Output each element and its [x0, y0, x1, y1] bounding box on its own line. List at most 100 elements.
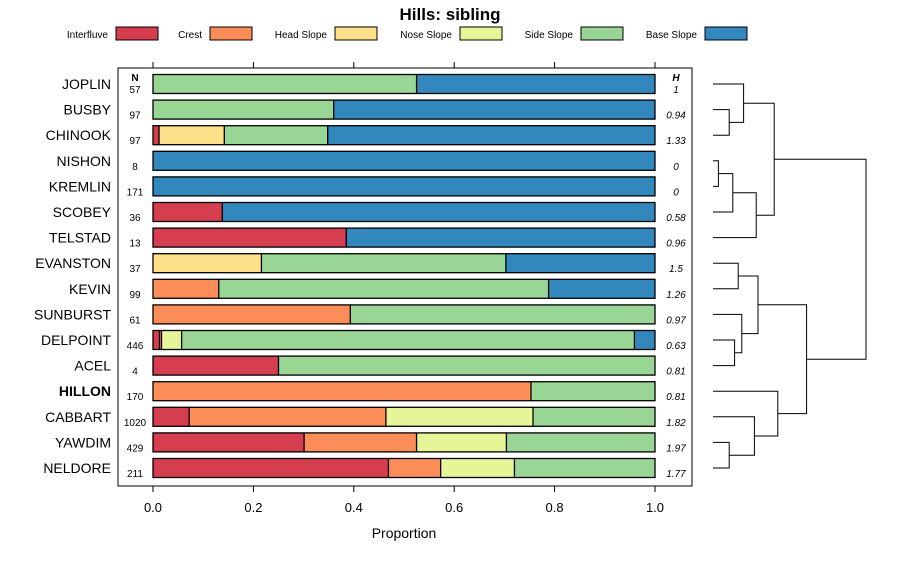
- dendrogram-link-5: [713, 192, 757, 239]
- bar-segment-busby-side-slope: [153, 100, 334, 120]
- bar-segment-kevin-side-slope: [218, 279, 549, 299]
- h-value-scobey: 0.58: [666, 213, 686, 224]
- h-value-chinook: 1.33: [666, 136, 686, 147]
- plot-frame: [117, 67, 693, 487]
- bar-segment-chinook-base-slope: [327, 125, 655, 145]
- bar-outline-hillon: [152, 381, 656, 402]
- bar-segment-neldore-side-slope: [514, 458, 655, 478]
- bar-outline-scobey: [152, 201, 656, 223]
- n-value-joplin: 57: [129, 85, 141, 96]
- legend-label-head-slope: Head Slope: [275, 30, 328, 41]
- bar-segment-evanston-base-slope: [505, 253, 655, 273]
- h-value-busby: 0.94: [666, 111, 686, 122]
- bar-outline-chinook: [152, 125, 656, 146]
- n-value-kevin: 99: [129, 290, 141, 301]
- bar-segment-neldore-interfluve: [153, 458, 389, 478]
- h-value-neldore: 1.77: [666, 469, 686, 480]
- bar-segment-acel-side-slope: [278, 356, 655, 376]
- legend-swatch-base-slope: [704, 26, 748, 41]
- bar-segment-delpoint-base-slope: [634, 330, 655, 350]
- bar-segment-acel-interfluve: [153, 356, 279, 376]
- bar-outline-acel: [152, 355, 656, 376]
- h-value-yawdim: 1.97: [666, 443, 686, 454]
- legend-swatch-nose-slope: [459, 26, 503, 41]
- bar-segment-neldore-nose-slope: [440, 458, 515, 478]
- legend-label-crest: Crest: [178, 30, 202, 41]
- bar-segment-yawdim-interfluve: [153, 432, 305, 452]
- bar-outline-evanston: [152, 253, 656, 274]
- dendrogram-link-13: [713, 390, 779, 437]
- bar-segment-cabbart-interfluve: [153, 407, 190, 427]
- h-value-nishon: 0: [673, 162, 679, 173]
- row-label-evanston: EVANSTON: [35, 255, 111, 271]
- dendrogram-link-12: [713, 416, 755, 456]
- n-value-chinook: 97: [129, 136, 141, 147]
- bar-outline-telstad: [152, 227, 656, 248]
- bar-segment-delpoint-interfluve: [153, 330, 160, 350]
- dendrogram-link-2: [713, 109, 730, 136]
- row-label-telstad: TELSTAD: [49, 230, 111, 246]
- bar-segment-hillon-side-slope: [531, 381, 655, 401]
- n-value-busby: 97: [129, 111, 141, 122]
- h-value-evanston: 1.5: [669, 264, 683, 275]
- h-value-delpoint: 0.63: [666, 341, 686, 352]
- legend-label-interfluve: Interfluve: [67, 30, 109, 41]
- bar-segment-evanston-side-slope: [261, 253, 506, 273]
- bar-segment-busby-base-slope: [333, 100, 655, 120]
- row-label-joplin: JOPLIN: [62, 76, 111, 92]
- h-value-telstad: 0.96: [666, 239, 686, 250]
- legend: Interfluve Crest Head Slope Nose Slope Side …: [67, 26, 748, 41]
- row-label-sunburst: SUNBURST: [34, 306, 111, 322]
- row-label-kevin: KEVIN: [69, 281, 111, 297]
- row-label-delpoint: DELPOINT: [41, 332, 111, 348]
- n-value-telstad: 13: [129, 239, 141, 250]
- chart-title: Hills: sibling: [399, 5, 500, 24]
- bar-outline-cabbart: [152, 406, 656, 427]
- bar-segment-joplin-side-slope: [153, 74, 417, 94]
- bar-segment-cabbart-side-slope: [533, 407, 655, 427]
- bar-segment-sunburst-crest: [153, 304, 351, 324]
- n-value-neldore: 211: [127, 469, 143, 480]
- x-tick-label-4: 0.8: [546, 500, 564, 515]
- dendrogram-link-15: [774, 158, 867, 360]
- h-value-joplin: 1: [673, 85, 679, 96]
- n-value-cabbart: 1020: [124, 418, 147, 429]
- n-value-scobey: 36: [129, 213, 141, 224]
- h-value-acel: 0.81: [666, 367, 685, 378]
- bar-segment-telstad-base-slope: [346, 228, 655, 248]
- dendrogram-link-8: [713, 339, 736, 367]
- n-value-yawdim: 429: [127, 443, 144, 454]
- dendrogram-link-1: [713, 160, 719, 187]
- bar-segment-kevin-base-slope: [548, 279, 655, 299]
- x-tick-label-0: 0.0: [144, 500, 162, 515]
- row-label-chinook: CHINOOK: [46, 127, 112, 143]
- x-tick-label-3: 0.6: [445, 500, 463, 515]
- bar-outline-busby: [152, 99, 656, 120]
- row-label-nishon: NISHON: [57, 153, 111, 169]
- legend-label-base-slope: Base Slope: [646, 30, 698, 41]
- bar-segment-joplin-base-slope: [416, 74, 655, 94]
- bar-segment-nishon-base-slope: [153, 151, 655, 171]
- h-value-cabbart: 1.82: [666, 418, 686, 429]
- h-value-kremlin: 0: [673, 187, 679, 198]
- bar-segment-yawdim-nose-slope: [416, 432, 507, 452]
- bar-segment-kevin-crest: [153, 279, 219, 299]
- legend-swatch-interfluve: [115, 26, 159, 41]
- dendrogram-link-3: [713, 83, 745, 123]
- bar-outline-yawdim: [152, 432, 656, 453]
- n-value-evanston: 37: [129, 264, 141, 275]
- dendrogram-link-6: [743, 102, 775, 216]
- bar-segment-cabbart-nose-slope: [385, 407, 534, 427]
- n-value-nishon: 8: [132, 162, 138, 173]
- row-label-kremlin: KREMLIN: [49, 178, 111, 194]
- bar-outline-delpoint: [152, 329, 656, 351]
- x-tick-label-1: 0.2: [244, 500, 262, 515]
- bar-rows: JOPLIN 57 1 BUSBY 97 0.94 CHINOOK 97 1.33 NISHON 8…: [34, 73, 686, 480]
- n-value-acel: 4: [132, 367, 138, 378]
- legend-swatch-head-slope: [334, 26, 378, 41]
- bar-outline-nishon: [152, 150, 656, 171]
- bar-segment-telstad-interfluve: [153, 228, 347, 248]
- bar-segment-yawdim-crest: [304, 432, 417, 452]
